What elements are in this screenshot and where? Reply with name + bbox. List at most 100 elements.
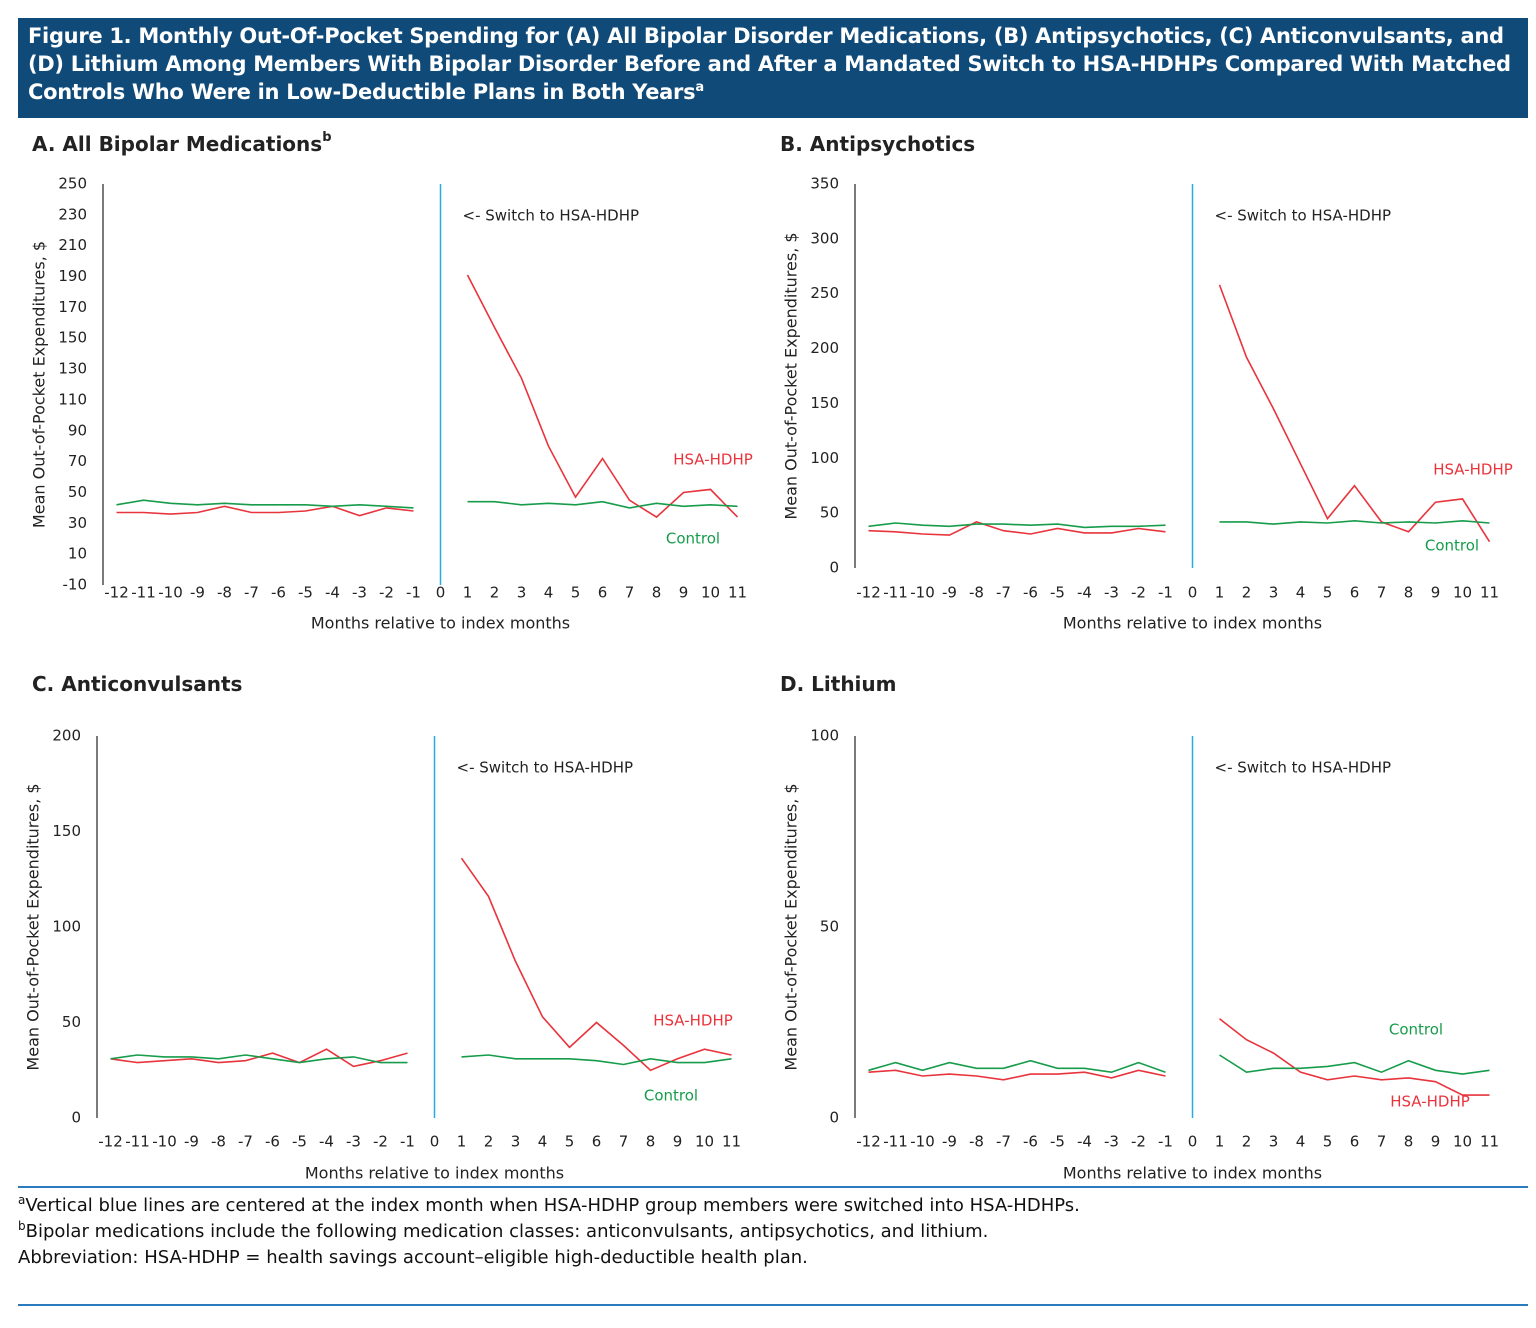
figure-header: Figure 1. Monthly Out-Of-Pocket Spending… <box>18 18 1528 118</box>
x-tick-label: -1 <box>1158 1133 1173 1151</box>
x-tick-label: 3 <box>511 1133 521 1151</box>
x-tick-label: 1 <box>1215 584 1225 602</box>
y-tick-label: 0 <box>71 1109 81 1127</box>
y-tick-label: 50 <box>820 504 839 522</box>
y-tick-label: 0 <box>829 1109 839 1127</box>
y-tick-label: 300 <box>810 229 839 247</box>
series-line <box>110 1054 732 1066</box>
x-tick-label: 4 <box>544 584 554 602</box>
x-tick-label: 1 <box>1215 1133 1225 1151</box>
title-note: a <box>695 80 704 95</box>
y-axis-label: Mean Out-of-Pocket Expenditures, $ <box>30 241 49 528</box>
y-tick-label: 50 <box>62 1013 81 1031</box>
x-tick-label: 0 <box>1188 584 1198 602</box>
x-tick-label: 7 <box>625 584 635 602</box>
x-tick-label: -2 <box>379 584 394 602</box>
x-tick-label: 1 <box>463 584 473 602</box>
series-line <box>868 1018 1490 1096</box>
chart-title: C. Anticonvulsants <box>32 672 242 696</box>
x-tick-label: 8 <box>1404 1133 1414 1151</box>
x-tick-label: -7 <box>996 1133 1011 1151</box>
x-tick-label: 9 <box>679 584 689 602</box>
chart-title: D. Lithium <box>780 672 897 696</box>
x-tick-label: 5 <box>571 584 581 602</box>
x-tick-label: -10 <box>152 1133 177 1151</box>
x-tick-label: -9 <box>942 1133 957 1151</box>
y-tick-label: 50 <box>68 483 87 501</box>
x-tick-label: -9 <box>190 584 205 602</box>
x-tick-label: 4 <box>1296 1133 1306 1151</box>
x-tick-label: -5 <box>1050 584 1065 602</box>
x-tick-label: -3 <box>1104 584 1119 602</box>
x-tick-label: 0 <box>436 584 446 602</box>
y-tick-label: 350 <box>810 175 839 193</box>
x-tick-label: -11 <box>883 584 908 602</box>
x-tick-label: 11 <box>1480 584 1499 602</box>
x-tick-label: -8 <box>217 584 232 602</box>
x-tick-label: -4 <box>319 1133 334 1151</box>
y-tick-label: 100 <box>810 449 839 467</box>
x-tick-label: 0 <box>430 1133 440 1151</box>
x-tick-label: -2 <box>373 1133 388 1151</box>
chart-title-text: D. Lithium <box>780 672 897 696</box>
x-tick-label: -5 <box>298 584 313 602</box>
x-tick-label: -10 <box>910 1133 935 1151</box>
chart-title-text: C. Anticonvulsants <box>32 672 242 696</box>
x-tick-label: -1 <box>406 584 421 602</box>
x-tick-label: 10 <box>695 1133 714 1151</box>
x-tick-label: -4 <box>325 584 340 602</box>
footnote: Abbreviation: HSA-HDHP = health savings … <box>18 1245 1528 1271</box>
footnote-text: Abbreviation: HSA-HDHP = health savings … <box>18 1247 808 1268</box>
x-tick-label: 10 <box>1453 1133 1472 1151</box>
x-tick-label: 2 <box>490 584 500 602</box>
y-tick-label: 170 <box>58 298 87 316</box>
footnote-mark: b <box>18 1219 26 1233</box>
x-tick-label: 10 <box>1453 584 1472 602</box>
x-tick-label: 5 <box>565 1133 575 1151</box>
footnote-mark: a <box>18 1193 26 1207</box>
x-tick-label: 7 <box>1377 584 1387 602</box>
x-tick-label: 9 <box>1431 1133 1441 1151</box>
chart-title-note: b <box>322 130 331 145</box>
x-tick-label: 11 <box>722 1133 741 1151</box>
series-label: Control <box>1425 537 1479 555</box>
x-tick-label: -7 <box>244 584 259 602</box>
annotation: <- Switch to HSA-HDHP <box>463 207 640 225</box>
y-tick-label: 10 <box>68 545 87 563</box>
y-tick-label: 200 <box>52 727 81 745</box>
x-tick-label: -6 <box>1023 1133 1038 1151</box>
series-label: Control <box>1389 1021 1443 1039</box>
x-tick-label: -4 <box>1077 1133 1092 1151</box>
chart-title-text: B. Antipsychotics <box>780 132 975 156</box>
x-tick-label: -11 <box>125 1133 150 1151</box>
x-tick-label: -9 <box>942 584 957 602</box>
y-tick-label: 30 <box>68 514 87 532</box>
x-tick-label: 6 <box>598 584 608 602</box>
y-tick-label: 150 <box>52 822 81 840</box>
x-tick-label: 3 <box>517 584 527 602</box>
x-tick-label: 6 <box>1350 584 1360 602</box>
x-tick-label: 6 <box>1350 1133 1360 1151</box>
x-tick-label: -5 <box>1050 1133 1065 1151</box>
x-tick-label: 10 <box>701 584 720 602</box>
x-tick-label: -3 <box>352 584 367 602</box>
x-tick-label: -12 <box>104 584 129 602</box>
x-tick-label: -12 <box>98 1133 123 1151</box>
x-tick-label: 5 <box>1323 584 1333 602</box>
series-line <box>110 857 732 1072</box>
x-tick-label: 4 <box>538 1133 548 1151</box>
x-tick-label: 11 <box>728 584 747 602</box>
x-tick-label: 1 <box>457 1133 467 1151</box>
y-tick-label: 250 <box>810 284 839 302</box>
x-tick-label: -8 <box>969 1133 984 1151</box>
series-line <box>868 1054 1490 1075</box>
x-tick-label: 8 <box>646 1133 656 1151</box>
x-tick-label: 8 <box>1404 584 1414 602</box>
x-tick-label: -11 <box>883 1133 908 1151</box>
x-tick-label: 9 <box>1431 584 1441 602</box>
y-tick-label: 100 <box>52 918 81 936</box>
series-line <box>868 284 1491 543</box>
x-tick-label: -6 <box>271 584 286 602</box>
series-label: Control <box>644 1087 698 1105</box>
x-tick-label: 4 <box>1296 584 1306 602</box>
